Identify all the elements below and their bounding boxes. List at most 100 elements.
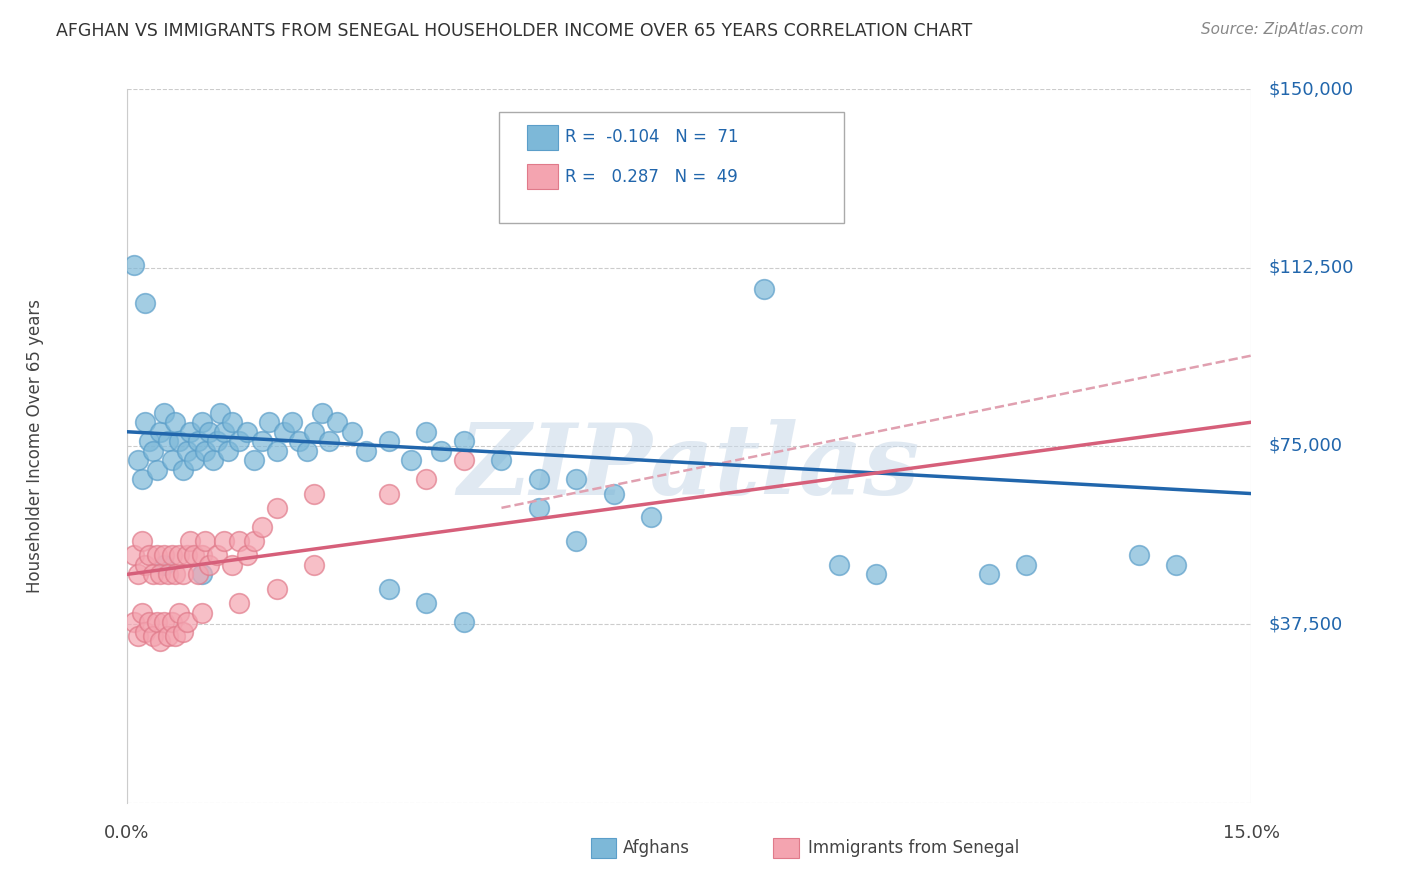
Point	[138, 434, 160, 449]
Point	[122, 258, 145, 272]
Point	[378, 434, 401, 449]
Point	[198, 558, 221, 572]
Point	[160, 615, 183, 629]
Point	[228, 534, 250, 549]
Point	[228, 596, 250, 610]
Point	[156, 567, 179, 582]
Point	[194, 534, 217, 549]
Point	[212, 425, 235, 439]
Point	[250, 520, 273, 534]
Text: R =  -0.104   N =  71: R = -0.104 N = 71	[565, 128, 738, 146]
Text: ZIPatlas: ZIPatlas	[458, 419, 920, 516]
Point	[280, 415, 302, 429]
Point	[752, 282, 775, 296]
Point	[828, 558, 851, 572]
Point	[302, 425, 325, 439]
Point	[167, 549, 190, 563]
Point	[401, 453, 423, 467]
Point	[127, 629, 149, 643]
Point	[1015, 558, 1038, 572]
Point	[378, 582, 401, 596]
Point	[209, 406, 232, 420]
Text: R =   0.287   N =  49: R = 0.287 N = 49	[565, 168, 738, 186]
Point	[318, 434, 340, 449]
Point	[153, 558, 176, 572]
Point	[243, 534, 266, 549]
Point	[217, 443, 239, 458]
Point	[311, 406, 333, 420]
Point	[325, 415, 347, 429]
Point	[235, 425, 257, 439]
Text: $37,500: $37,500	[1268, 615, 1343, 633]
Point	[415, 425, 437, 439]
Point	[190, 567, 212, 582]
Point	[127, 453, 149, 467]
Text: Afghans: Afghans	[623, 839, 690, 857]
Text: 0.0%: 0.0%	[104, 824, 149, 842]
Point	[257, 415, 280, 429]
Text: Immigrants from Senegal: Immigrants from Senegal	[808, 839, 1019, 857]
Point	[142, 567, 165, 582]
Point	[187, 434, 209, 449]
Point	[156, 434, 179, 449]
Point	[142, 629, 165, 643]
Point	[266, 582, 288, 596]
Point	[221, 415, 243, 429]
Point	[205, 434, 228, 449]
Point	[142, 443, 165, 458]
Point	[145, 549, 167, 563]
Point	[138, 549, 160, 563]
Point	[340, 425, 363, 439]
Point	[156, 629, 179, 643]
Point	[183, 549, 205, 563]
Point	[153, 615, 176, 629]
Point	[302, 558, 325, 572]
Point	[145, 463, 167, 477]
Point	[565, 472, 588, 486]
Point	[179, 425, 201, 439]
Point	[565, 534, 588, 549]
Point	[190, 606, 212, 620]
Point	[198, 425, 221, 439]
Point	[187, 567, 209, 582]
Point	[179, 534, 201, 549]
Point	[250, 434, 273, 449]
Point	[122, 549, 145, 563]
Point	[149, 425, 172, 439]
Point	[453, 615, 475, 629]
Point	[153, 406, 176, 420]
Point	[134, 296, 156, 310]
Point	[160, 453, 183, 467]
Point	[190, 549, 212, 563]
Point	[145, 615, 167, 629]
Point	[176, 615, 198, 629]
Point	[134, 624, 156, 639]
Point	[212, 534, 235, 549]
Point	[176, 549, 198, 563]
Point	[235, 549, 257, 563]
Text: $150,000: $150,000	[1268, 80, 1354, 98]
Point	[378, 486, 401, 500]
Point	[221, 558, 243, 572]
Point	[153, 549, 176, 563]
Text: $75,000: $75,000	[1268, 437, 1343, 455]
Point	[149, 567, 172, 582]
Point	[201, 453, 224, 467]
Text: 15.0%: 15.0%	[1223, 824, 1279, 842]
Point	[127, 567, 149, 582]
Point	[430, 443, 453, 458]
Point	[865, 567, 887, 582]
Point	[527, 472, 550, 486]
Point	[183, 453, 205, 467]
Point	[243, 453, 266, 467]
Text: Householder Income Over 65 years: Householder Income Over 65 years	[27, 299, 44, 593]
Point	[167, 606, 190, 620]
Point	[266, 500, 288, 515]
Text: AFGHAN VS IMMIGRANTS FROM SENEGAL HOUSEHOLDER INCOME OVER 65 YEARS CORRELATION C: AFGHAN VS IMMIGRANTS FROM SENEGAL HOUSEH…	[56, 22, 973, 40]
Point	[550, 178, 572, 192]
Point	[356, 443, 378, 458]
Point	[453, 453, 475, 467]
Point	[302, 486, 325, 500]
Point	[167, 434, 190, 449]
Point	[415, 472, 437, 486]
